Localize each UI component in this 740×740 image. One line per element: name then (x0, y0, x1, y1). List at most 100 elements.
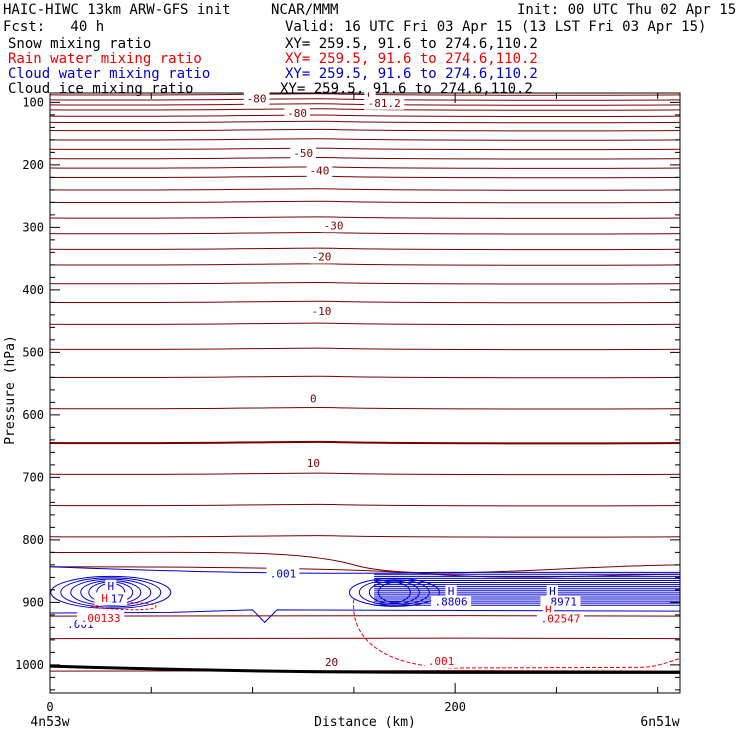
temperature-label: 20 (325, 656, 338, 669)
isotherm-line (49, 93, 681, 96)
y-axis-tick-labels: 100 200 300 400 500 600 700 800 900 1000 (15, 95, 44, 672)
temperature-label: -30 (324, 219, 344, 232)
temperature-label: 10 (307, 457, 320, 470)
forecast-hour: Fcst: 40 h (3, 19, 105, 35)
y-tick-label: 900 (22, 595, 44, 609)
field-snow-name: Snow mixing ratio (8, 36, 152, 52)
isotherm-line (49, 263, 681, 266)
rain-label-bg (77, 611, 125, 625)
isotherm-line (49, 200, 681, 204)
temperature-label-bg (364, 96, 405, 110)
chart-title: HAIC-HIWC 13km ARW-GFS init (3, 2, 231, 18)
y-tick-label: 700 (22, 470, 44, 484)
isotherm-line (49, 128, 681, 132)
isotherm-line (49, 175, 681, 179)
field-cloud-water-xy: XY= 259.5, 91.6 to 274.6,110.2 (285, 66, 538, 82)
cloud-water-contour-east (358, 579, 430, 606)
isotherm-line (49, 406, 681, 410)
rain-label-bg (536, 612, 585, 626)
x-end-location: 6n51w (640, 715, 679, 730)
isotherm-line (49, 503, 681, 507)
temperature-label: -50 (293, 147, 313, 160)
rain-label-bg (99, 591, 111, 605)
valid-time: Valid: 16 UTC Fri 03 Apr 15 (13 LST Fri … (285, 19, 707, 35)
isotherm-line (49, 440, 681, 445)
field-snow-xy: XY= 259.5, 91.6 to 274.6,110.2 (285, 36, 538, 52)
y-tick-label: 800 (22, 533, 44, 547)
temperature-label-bg (284, 106, 310, 120)
isotherm-line (49, 551, 681, 574)
temperature-label: -81.2 (368, 97, 401, 110)
y-tick-label: 1000 (15, 658, 44, 672)
temperature-label-bg (307, 392, 319, 406)
isotherm-line (49, 216, 681, 219)
temperature-label-bg (322, 656, 341, 670)
rain-label: .02547 (541, 612, 581, 625)
rain-label: .001 (428, 655, 455, 668)
isotherm-line (49, 300, 681, 304)
temperature-label-bg (308, 304, 335, 318)
field-cloud-water-name: Cloud water mixing ratio (8, 66, 211, 82)
temperature-label: 0 (310, 392, 317, 405)
rain-contour-dashed (353, 599, 681, 669)
y-axis-title: Pressure (hPa) (3, 335, 18, 445)
cloud-water-outer-contour (49, 566, 680, 574)
cloud-water-label: H (448, 585, 455, 598)
isotherm-line (49, 375, 681, 379)
temperature-label-bg (290, 146, 317, 160)
isotherm-line (49, 103, 681, 106)
x-tick-label: 0 (46, 700, 53, 714)
isotherm-line (49, 322, 681, 326)
x-axis-tick-labels: 0 200 (46, 700, 466, 714)
temperature-label-bg (320, 219, 347, 233)
isotherm-line (49, 98, 681, 101)
rain-label: H (101, 592, 108, 605)
isotherm-line (49, 147, 681, 151)
init-time: Init: 00 UTC Thu 02 Apr 15 (517, 2, 737, 18)
y-axis-ticks (50, 101, 680, 691)
temperature-label-bg (243, 92, 270, 106)
isotherm-line (49, 281, 681, 285)
rain-label-bg (542, 603, 554, 617)
isotherm-line (49, 120, 681, 124)
y-tick-label: 200 (22, 158, 44, 172)
rain-contours (90, 599, 681, 669)
y-tick-label: 500 (22, 345, 44, 359)
isotherm-line (49, 188, 681, 191)
isotherm-line (49, 156, 681, 160)
cloud-water-label: .001 (270, 567, 297, 580)
cloud-water-contour-east (368, 580, 420, 605)
cloud-water-label: H (107, 580, 114, 593)
isotherm-line (49, 535, 681, 538)
cloud-water-label-bg (266, 567, 300, 581)
rain-label-bg (424, 654, 458, 668)
field-rain-xy: XY= 259.5, 91.6 to 274.6,110.2 (285, 51, 538, 67)
x-start-location: 4n53w (30, 715, 69, 730)
cloud-water-label-bg (431, 595, 472, 609)
temperature-label: -40 (309, 164, 329, 177)
y-tick-label: 600 (22, 408, 44, 422)
cloud-water-contour-east (348, 577, 440, 607)
temperature-label-bg (308, 250, 335, 264)
isotherm-line (49, 166, 681, 169)
y-tick-label: 100 (22, 95, 44, 109)
rain-label: H (545, 604, 552, 617)
cloud-water-label-bg (105, 579, 117, 593)
temperature-isotherms (49, 93, 681, 672)
cloud-water-contour-west (60, 577, 162, 608)
temperature-label: -20 (312, 251, 332, 264)
temperature-label-bg (306, 164, 333, 178)
isotherm-line (49, 247, 681, 251)
cloud-water-label-bg (546, 584, 558, 598)
cloud-water-contour-east (377, 582, 411, 603)
cloud-water-outer-contour (49, 609, 681, 624)
ground-surface-line (49, 664, 680, 674)
temperature-label: -10 (312, 305, 332, 318)
isotherm-line (49, 566, 681, 578)
cloud-water-contours (49, 566, 681, 624)
cloud-water-label-bg (445, 584, 457, 598)
temperature-label: -80 (247, 92, 267, 105)
